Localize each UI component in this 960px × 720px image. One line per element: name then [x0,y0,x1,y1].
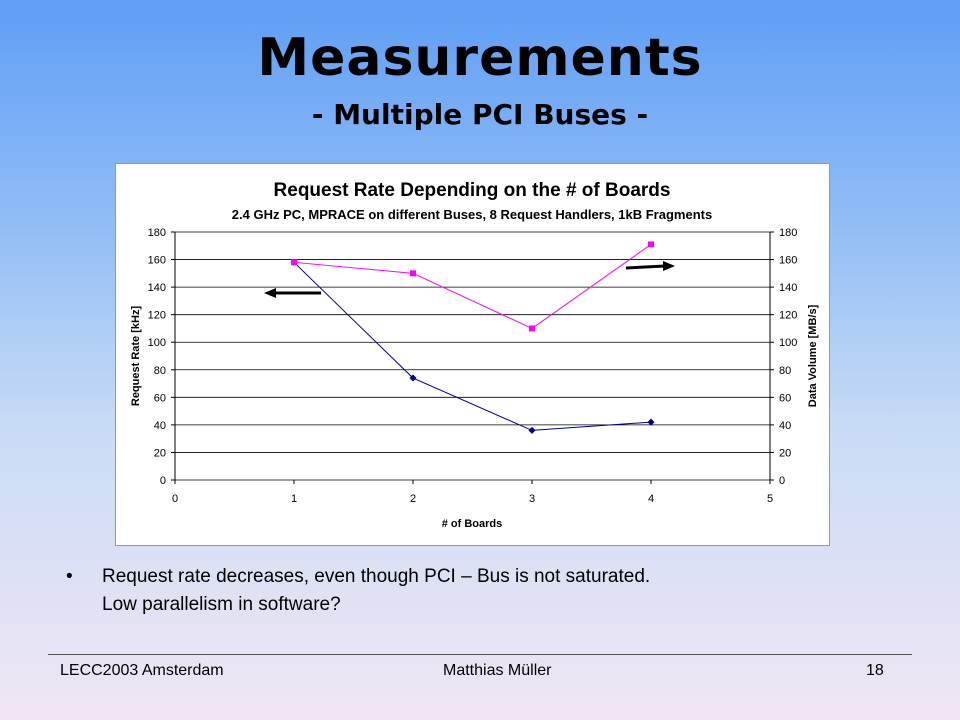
y2-tick-label-9: 180 [779,227,797,239]
series-1-point-1 [410,270,416,277]
y-tick-label-8: 160 [148,255,166,267]
footer-author: Matthias Müller [443,662,552,679]
series-0-point-1 [409,374,417,382]
right-axis-arrow-head [663,261,675,271]
left-axis-arrow-head [264,288,276,298]
y-tick-label-0: 0 [160,475,166,487]
bullet-dot: • [66,566,73,587]
x-tick-label-3: 3 [529,493,535,505]
y2-tick-label-1: 20 [779,447,791,459]
series-1-line [293,243,652,330]
x-tick-label-2: 2 [410,493,416,505]
chart-title: Request Rate Depending on the # of Board… [274,180,671,201]
line-chart: Request Rate Depending on the # of Board… [130,180,819,530]
y-tick-label-5: 100 [148,337,166,349]
series-0-point-3 [647,418,655,426]
bullet-text-line-1: Request rate decreases, even though PCI … [102,566,651,587]
series-0-point-2 [528,426,536,434]
y2-axis-label: Data Volume [MB/s] [807,304,819,407]
footer-page-number: 18 [866,662,884,679]
series-1-point-0 [291,259,297,266]
slide-title: Measurements [257,28,703,88]
y2-tick-label-5: 100 [779,337,797,349]
y-tick-label-1: 20 [154,447,166,459]
y2-tick-label-7: 140 [779,282,797,294]
y-tick-label-3: 60 [154,392,166,404]
footer-divider [48,654,912,655]
x-tick-label-0: 0 [172,493,178,505]
y-tick-label-2: 40 [154,420,166,432]
y-axis-label: Request Rate [kHz] [130,306,142,407]
chart-container: Request Rate Depending on the # of Board… [115,163,830,546]
y-tick-label-9: 180 [148,227,166,239]
y2-tick-label-8: 160 [779,255,797,267]
footer-event: LECC2003 Amsterdam [60,662,224,679]
y2-tick-label-0: 0 [779,475,785,487]
y2-tick-label-4: 80 [779,365,791,377]
x-tick-label-4: 4 [648,493,654,505]
y2-tick-label-2: 40 [779,420,791,432]
series-0-line [293,261,652,431]
y-tick-label-6: 120 [148,310,166,322]
x-tick-label-1: 1 [291,493,297,505]
y-tick-label-4: 80 [154,365,166,377]
chart-subtitle: 2.4 GHz PC, MPRACE on different Buses, 8… [232,207,712,222]
series-1-point-2 [529,325,535,332]
slide-subtitle: - Multiple PCI Buses - [311,98,649,131]
y2-tick-label-3: 60 [779,392,791,404]
x-tick-label-5: 5 [767,493,773,505]
x-axis-label: # of Boards [442,518,503,530]
y2-tick-label-6: 120 [779,310,797,322]
right-axis-arrow-shaft [625,264,666,270]
y-tick-label-7: 140 [148,282,166,294]
series-1-point-3 [648,241,654,248]
bullet-text-line-2: Low parallelism in software? [102,594,341,615]
